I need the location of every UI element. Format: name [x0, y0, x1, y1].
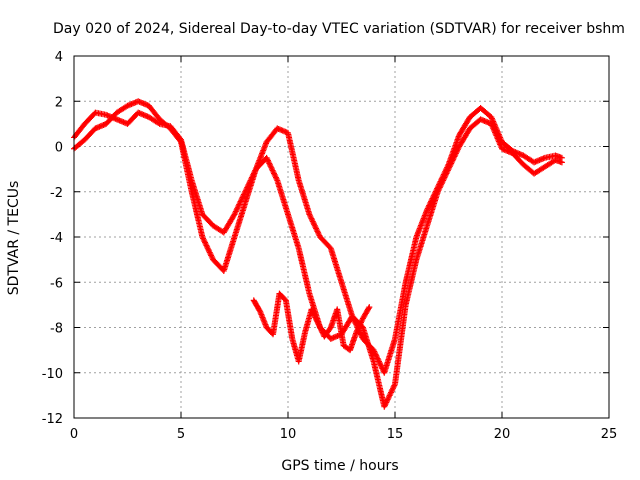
- data-point: [356, 322, 363, 329]
- data-point: [558, 159, 565, 166]
- x-tick-label: 25: [601, 427, 618, 442]
- data-point: [316, 324, 323, 331]
- data-point: [353, 329, 360, 336]
- y-tick-label: -12: [42, 412, 63, 427]
- data-point: [366, 304, 373, 311]
- data-point: [354, 327, 361, 334]
- data-point: [365, 305, 372, 312]
- y-tick-label: -2: [50, 186, 63, 201]
- x-tick-label: 20: [494, 427, 511, 442]
- y-tick-label: -10: [42, 367, 63, 382]
- data-point: [314, 318, 321, 325]
- data-point: [357, 320, 364, 327]
- y-tick-label: -6: [50, 276, 63, 291]
- data-point: [356, 323, 363, 330]
- data-point: [310, 310, 317, 317]
- data-point: [309, 307, 316, 314]
- data-point: [358, 318, 365, 325]
- data-point: [313, 315, 320, 322]
- x-tick-label: 0: [70, 427, 78, 442]
- x-tick-label: 10: [280, 427, 297, 442]
- data-point: [354, 326, 361, 333]
- data-point: [357, 319, 364, 326]
- data-point: [309, 309, 316, 316]
- data-point: [318, 326, 325, 333]
- y-axis-label: SDTVAR / TECUs: [6, 181, 22, 296]
- data-point: [359, 316, 366, 323]
- data-point: [312, 314, 319, 321]
- y-tick-label: 4: [55, 50, 63, 65]
- y-tick-label: 0: [55, 141, 63, 156]
- data-point: [177, 137, 184, 144]
- y-tick-label: 2: [55, 95, 63, 110]
- x-tick-label: 15: [387, 427, 404, 442]
- x-axis-label: GPS time / hours: [281, 458, 398, 474]
- plot-frame: [73, 55, 610, 419]
- y-tick-label: -4: [50, 231, 63, 246]
- y-tick-label: -8: [50, 322, 63, 337]
- data-point: [256, 307, 263, 314]
- data-points: [71, 98, 565, 410]
- data-point: [311, 313, 318, 320]
- data-point: [355, 324, 362, 331]
- data-point: [317, 325, 324, 332]
- data-point: [318, 328, 325, 335]
- data-point: [311, 311, 318, 318]
- chart-title: Day 020 of 2024, Sidereal Day-to-day VTE…: [53, 21, 625, 37]
- grid: [74, 56, 609, 418]
- data-point: [281, 296, 288, 303]
- data-point: [313, 317, 320, 324]
- data-point: [314, 319, 321, 326]
- data-point: [316, 322, 323, 329]
- data-point: [315, 321, 322, 328]
- x-tick-label: 5: [177, 427, 185, 442]
- data-point: [308, 306, 315, 313]
